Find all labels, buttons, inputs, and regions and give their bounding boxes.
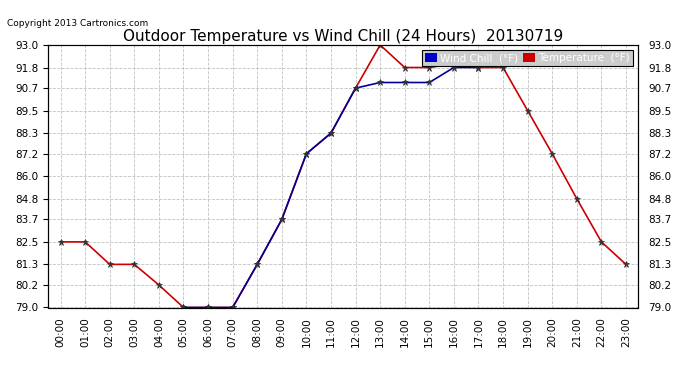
Legend: Wind Chill  (°F), Temperature  (°F): Wind Chill (°F), Temperature (°F) — [422, 50, 633, 66]
Text: Copyright 2013 Cartronics.com: Copyright 2013 Cartronics.com — [7, 19, 148, 28]
Title: Outdoor Temperature vs Wind Chill (24 Hours)  20130719: Outdoor Temperature vs Wind Chill (24 Ho… — [123, 29, 564, 44]
